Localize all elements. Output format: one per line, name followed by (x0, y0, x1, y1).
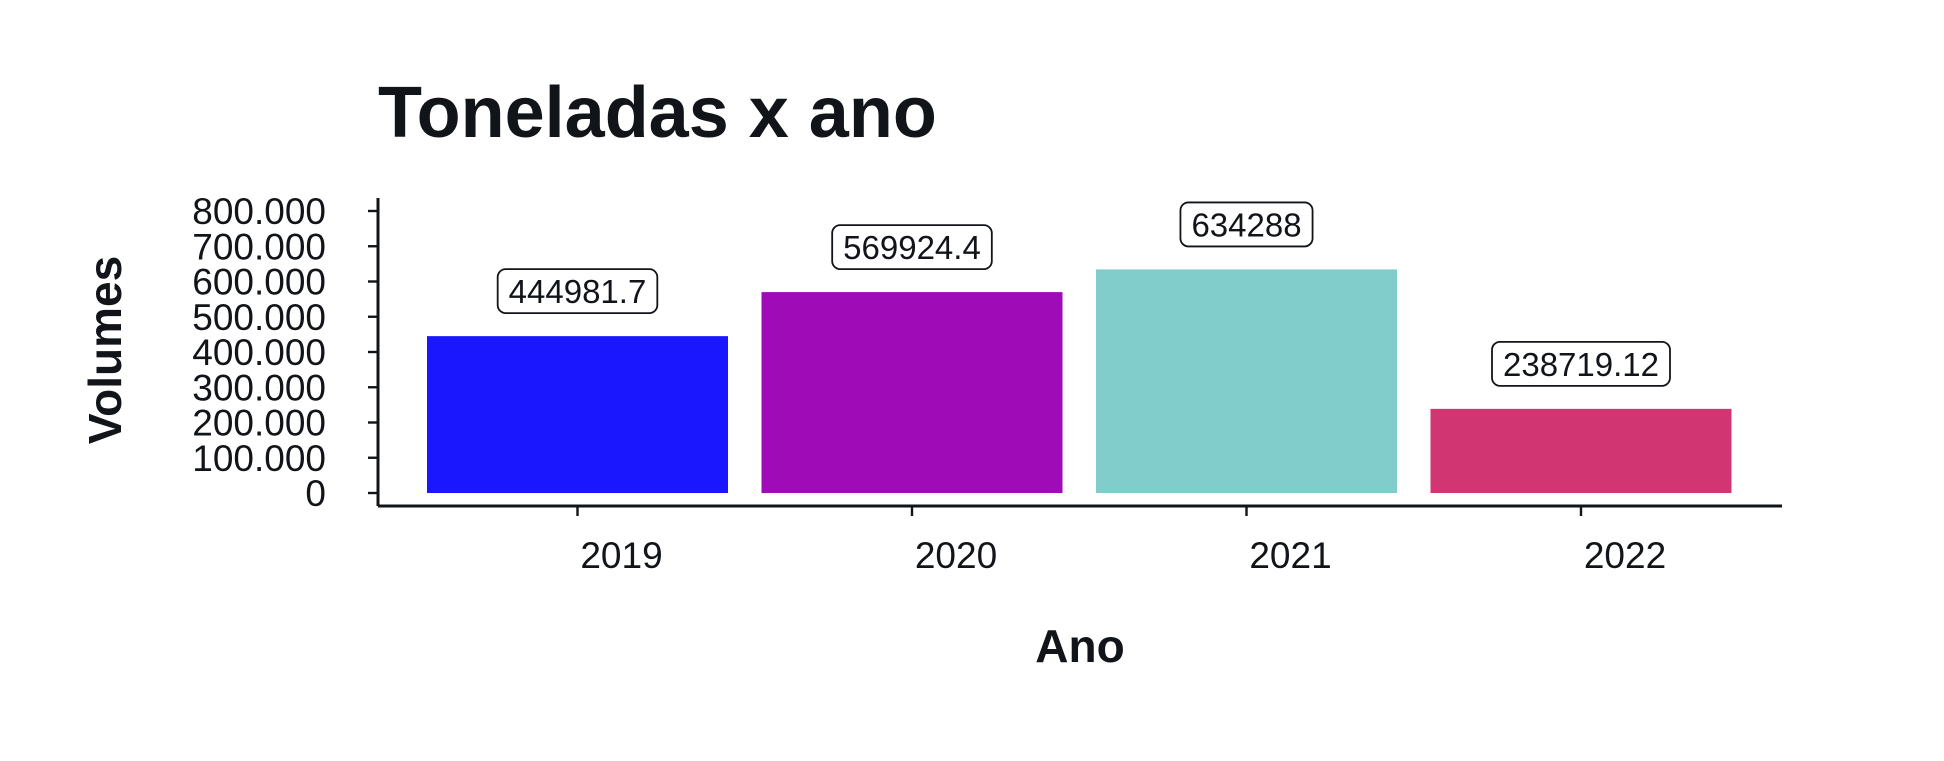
data-label-text: 634288 (1191, 206, 1301, 243)
y-axis-title: Volumes (79, 256, 131, 444)
y-tick-label: 600.000 (192, 262, 326, 303)
x-axis: 2019 2020 2021 2022 (378, 506, 1782, 576)
data-label-text: 238719.12 (1503, 346, 1659, 383)
data-label-2022: 238719.12 (1492, 342, 1670, 386)
y-tick-label: 200.000 (192, 403, 326, 444)
data-label-2021: 634288 (1180, 202, 1312, 246)
data-label-text: 444981.7 (509, 273, 647, 310)
y-tick-label: 700.000 (192, 226, 326, 267)
y-tick-label: 0 (305, 473, 326, 514)
chart-title: Toneladas x ano (378, 73, 937, 153)
x-tick-label-2021: 2021 (1249, 535, 1331, 576)
x-axis-title: Ano (1035, 620, 1124, 672)
x-tick-label-2022: 2022 (1584, 535, 1666, 576)
y-axis: 0100.000200.000300.000400.000500.000600.… (192, 191, 378, 514)
bar-2021 (1096, 269, 1397, 493)
y-tick-label: 300.000 (192, 367, 326, 408)
data-label-2020: 569924.4 (832, 225, 992, 269)
x-tick-label-2019: 2019 (580, 535, 662, 576)
bar-2019 (427, 336, 728, 493)
x-tick-label-2020: 2020 (915, 535, 997, 576)
y-tick-label: 100.000 (192, 438, 326, 479)
data-label-text: 569924.4 (843, 229, 981, 266)
y-tick-label: 800.000 (192, 191, 326, 232)
bar-2022 (1431, 409, 1732, 493)
y-tick-label: 400.000 (192, 332, 326, 373)
bar-2020 (762, 292, 1063, 493)
data-label-2019: 444981.7 (498, 269, 658, 313)
y-tick-label: 500.000 (192, 297, 326, 338)
